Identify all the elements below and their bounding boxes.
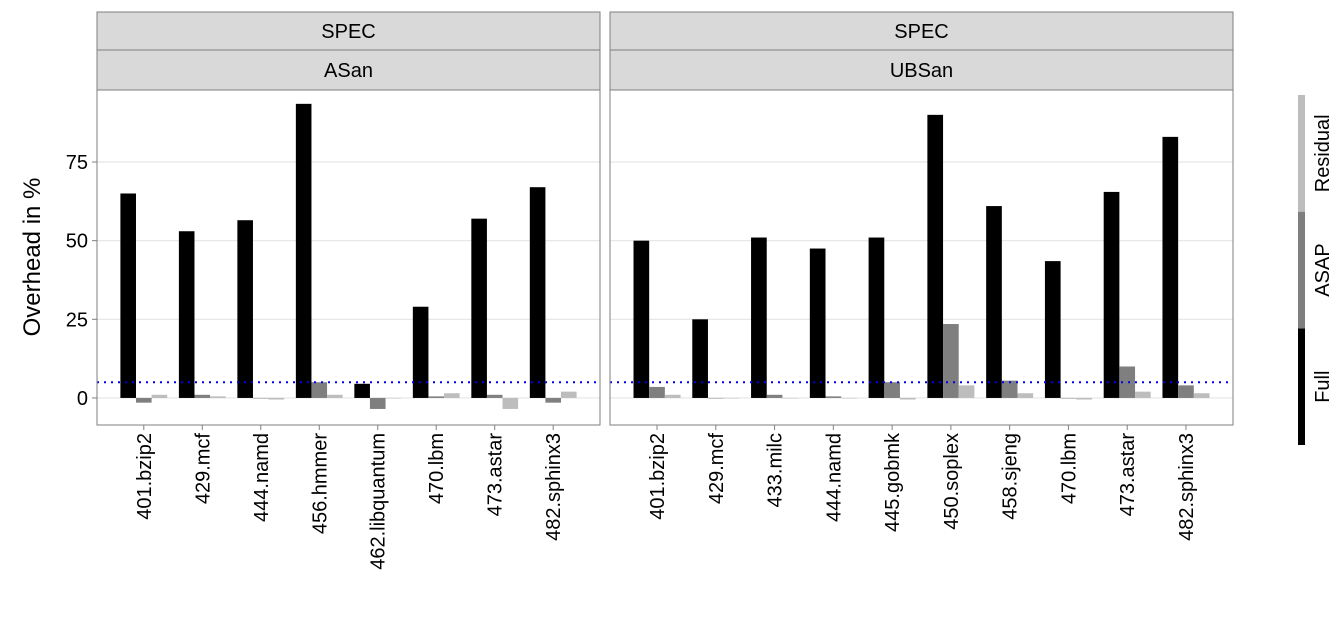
x-tick-label: 429.mcf [192,433,214,505]
strip-top-label: SPEC [321,21,375,43]
bar [649,386,665,398]
x-tick-label: 444.namd [823,433,845,522]
x-tick-label: 401.bzip2 [647,433,669,520]
bar [1103,191,1120,398]
bar [868,237,885,398]
bar [252,397,269,399]
bar [1060,397,1077,399]
bar [178,231,195,398]
x-tick-label: 456.hmmer [309,433,331,534]
bar [1178,385,1194,398]
panel-border [96,89,601,426]
x-tick-label: 473.astar [1117,433,1139,517]
bar [927,114,944,398]
x-tick-label: 462.libquantum [368,433,390,570]
x-tick-label: 473.astar [485,433,507,517]
bar [369,397,386,409]
x-tick-label: 482.sphinx3 [1176,433,1198,541]
x-tick-label: 470.lbm [426,433,448,504]
panel-border [609,89,1234,426]
bar [428,396,445,398]
bar [561,391,577,398]
bar [692,319,708,398]
bar [311,382,328,398]
y-tick-label: 75 [66,152,88,174]
legend-key [1298,328,1305,445]
x-tick-label: 482.sphinx3 [543,433,565,541]
bar [841,397,857,399]
bar [707,397,724,399]
bar [151,394,168,398]
bar [295,103,312,398]
bar [354,383,370,398]
strip [609,49,1234,91]
y-tick-label: 25 [66,309,88,331]
bar [633,240,650,398]
strip [96,49,601,91]
bar [1162,136,1179,398]
bar [1017,393,1034,398]
x-tick-label: 445.gobmk [882,432,904,532]
bar [943,324,959,398]
bar [899,397,916,400]
strip-top-label: SPEC [894,21,948,43]
bar [1076,397,1092,400]
bar [502,397,519,409]
legend-key [1298,211,1305,329]
bar [809,248,826,398]
bar [825,396,842,398]
bar [766,394,783,398]
legend-key [1298,95,1305,212]
y-axis-label: Overhead in % [19,178,46,337]
bar [268,397,285,400]
strip-label: UBSan [890,60,953,82]
bar [486,394,503,398]
bar [412,306,429,398]
x-tick-label: 450.soplex [941,433,963,530]
x-tick-label: 433.milc [765,433,787,507]
y-tick-label: 50 [66,231,88,253]
bar [958,385,975,398]
bar [327,394,343,398]
legend-label: Full [1312,371,1334,403]
bar [120,193,136,398]
bar [1044,261,1061,398]
strip-label: ASan [324,60,373,82]
bar [664,394,681,398]
bar [135,397,152,403]
x-tick-label: 429.mcf [706,433,728,505]
bar [237,220,253,398]
bar [194,394,211,398]
bar [782,397,799,399]
bar [545,397,562,403]
bar [471,218,487,398]
strip-top [96,11,601,51]
bar [529,187,546,398]
bar [444,393,460,398]
bar [385,397,402,399]
x-tick-label: 458.sjeng [1000,433,1022,520]
bar [1193,393,1210,398]
panel [97,90,600,425]
x-tick-label: 470.lbm [1058,433,1080,504]
bar [210,396,226,398]
bar [884,382,900,398]
x-tick-label: 444.namd [251,433,273,522]
bar [1001,380,1018,398]
bar [751,237,767,398]
bar [723,397,740,399]
legend-label: ASAP [1312,243,1334,296]
bar [986,206,1002,398]
legend-label: Residual [1312,114,1334,192]
y-tick-label: 0 [77,388,88,410]
bar [1119,366,1136,398]
bar [1135,391,1151,398]
x-tick-label: 401.bzip2 [134,433,156,520]
